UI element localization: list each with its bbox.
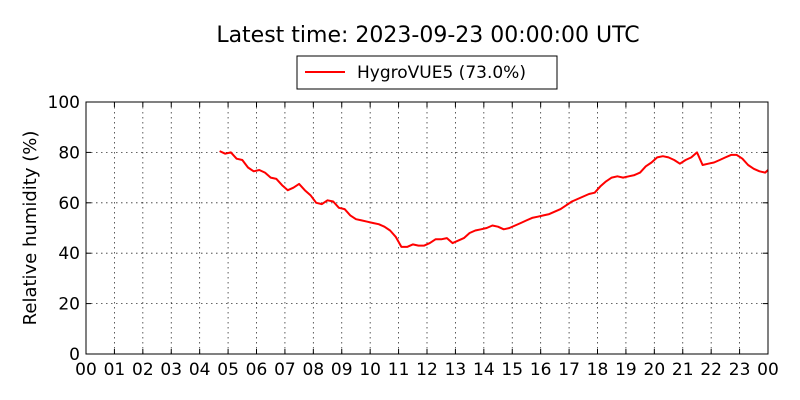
x-tick-label: 01: [104, 360, 126, 380]
ticks: [85, 101, 769, 355]
x-tick-label: 08: [303, 360, 325, 380]
y-tick-label: 60: [58, 194, 80, 214]
x-tick-label: 11: [388, 360, 410, 380]
x-tick-label: 06: [246, 360, 268, 380]
x-tick-label: 18: [587, 360, 609, 380]
x-tick-label: 12: [416, 360, 438, 380]
y-tick-labels: 0 20 40 60 80 100: [48, 93, 80, 365]
legend: HygroVUE5 (73.0%): [296, 55, 558, 90]
y-tick-label: 40: [58, 244, 80, 264]
x-tick-label: 15: [501, 360, 523, 380]
x-tick-label: 00: [757, 360, 779, 380]
y-axis-label: Relative humidity (%): [20, 131, 41, 326]
y-tick-label: 20: [58, 295, 80, 315]
x-tick-label: 00: [75, 360, 97, 380]
legend-entry-hygrovue5: HygroVUE5 (73.0%): [357, 63, 526, 83]
y-tick-label: 0: [69, 345, 80, 365]
x-tick-labels: 00 01 02 03 04 05 06 07 08 09 10 11 12 13 14 15 16 17 18 19…: [75, 360, 779, 380]
x-tick-label: 09: [331, 360, 353, 380]
x-tick-label: 19: [615, 360, 637, 380]
x-tick-label: 04: [189, 360, 211, 380]
chart-title: Latest time: 2023-09-23 00:00:00 UTC: [216, 23, 639, 48]
x-tick-label: 07: [274, 360, 296, 380]
x-tick-label: 23: [729, 360, 751, 380]
x-tick-label: 05: [217, 360, 239, 380]
x-tick-label: 10: [359, 360, 381, 380]
x-tick-label: 21: [672, 360, 694, 380]
x-tick-label: 03: [160, 360, 182, 380]
x-tick-label: 16: [530, 360, 552, 380]
x-tick-label: 13: [445, 360, 467, 380]
series-line-hygrovue5: [219, 150, 769, 248]
y-tick-label: 80: [58, 143, 80, 163]
series-layer: [219, 150, 769, 248]
y-tick-label: 100: [48, 93, 80, 113]
x-tick-label: 20: [644, 360, 666, 380]
x-tick-label: 22: [700, 360, 722, 380]
x-tick-label: 17: [558, 360, 580, 380]
grid: [86, 102, 768, 354]
x-tick-label: 02: [132, 360, 154, 380]
x-tick-label: 14: [473, 360, 495, 380]
